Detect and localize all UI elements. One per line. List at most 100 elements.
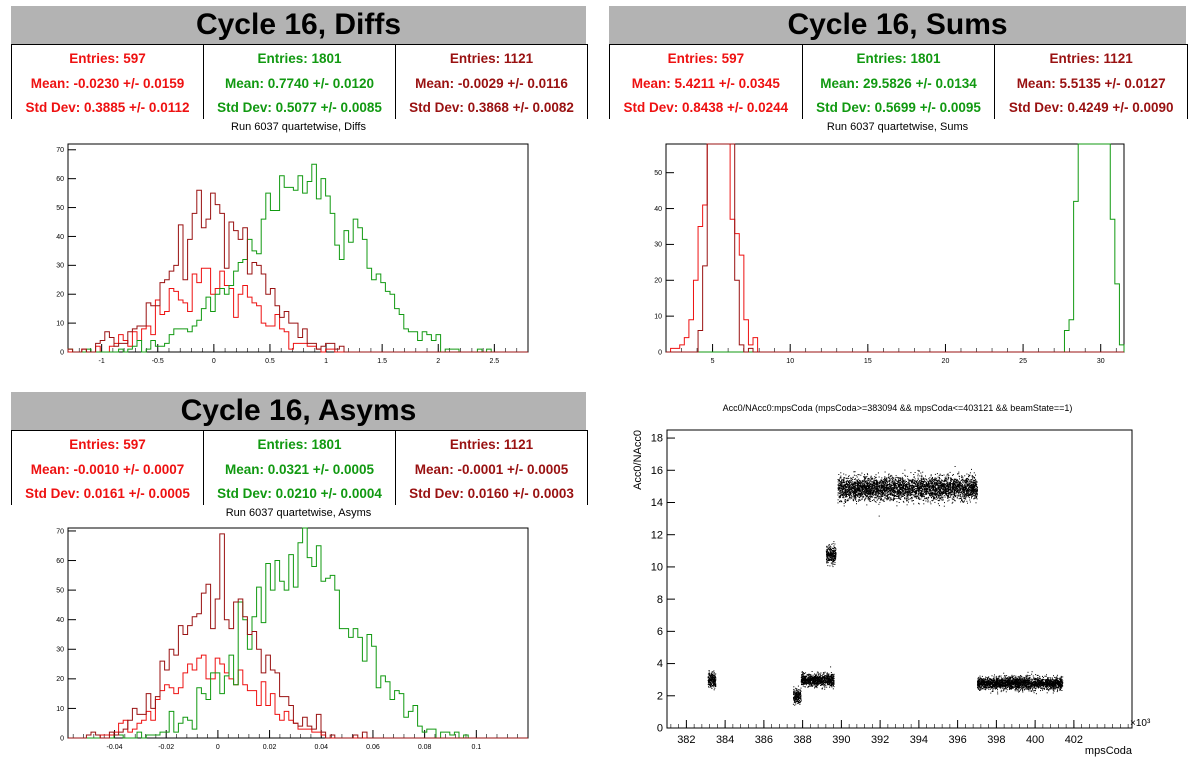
scatter-point [799,698,801,700]
scatter-point [871,500,873,501]
scatter-point [838,496,840,497]
scatter-point [851,482,853,484]
scatter-point [973,485,975,487]
scatter-point [951,502,953,504]
scatter-point [793,693,795,694]
scatter-point [708,670,710,671]
scatter-point [912,480,914,482]
scatter-point [833,545,835,547]
scatter-point [874,480,876,482]
scatter-point [829,558,831,560]
scatter-point [855,490,857,492]
scatter-point [876,488,878,490]
scatter-point [935,484,937,486]
scatter-point [976,487,978,489]
scatter-point [878,492,879,494]
scatter-point [872,492,873,494]
scatter-point [874,497,876,499]
scatter-point [963,501,965,503]
scatter-point [850,478,852,480]
scatter-point [715,676,716,678]
scatter-point [922,490,924,492]
scatter-point [865,489,867,491]
scatter-point [902,494,904,496]
scatter-point [954,478,956,480]
scatter-point [870,489,872,491]
scatter-point [906,483,908,485]
scatter-point [710,686,711,688]
scatter-point [893,487,895,489]
scatter-point [872,487,874,489]
scatter-point [806,684,808,686]
scatter-point [915,493,917,495]
scatter-point [886,492,888,494]
scatter-point [943,505,945,507]
scatter-point [804,686,806,688]
scatter-point [862,487,864,489]
scatter-point [899,480,900,482]
scatter-point [892,491,893,493]
scatter-point [797,697,799,699]
scatter-point [795,697,797,699]
scatter-point [797,699,799,700]
stat-std: Std Dev: 0.5699 +/- 0.0095 [816,100,981,115]
scatter-point [830,666,832,668]
scatter-point [829,549,831,551]
scatter-point [800,687,802,689]
scatter-point [817,678,819,680]
scatter-point [894,484,896,486]
scatter-point [845,496,847,498]
scatter-point [835,552,837,554]
scatter-point [933,482,935,484]
scatter-point [891,493,893,495]
scatter-point [897,480,899,482]
scatter-point [826,556,828,557]
scatter-xtick-label: 382 [677,734,695,746]
scatter-point [972,493,974,494]
scatter-point [848,480,850,482]
scatter-point [828,558,830,560]
scatter-point [795,698,797,700]
scatter-point [874,495,876,497]
scatter-point [851,478,853,480]
scatter-point [810,676,812,678]
scatter-point [840,486,842,488]
scatter-point [892,487,894,489]
scatter-point [895,483,897,484]
scatter-point [935,478,936,480]
scatter-point [835,547,836,549]
scatter-point [825,675,827,677]
scatter-point [797,702,799,704]
scatter-point [840,477,842,479]
scatter-point [905,484,907,486]
scatter-point [965,493,967,495]
scatter-point [816,678,818,680]
scatter-point [811,679,813,681]
scatter-point [817,678,819,680]
scatter-point [827,558,829,560]
scatter-point [934,482,936,484]
scatter-point [794,700,796,702]
scatter-point [827,565,829,567]
scatter-point [930,482,932,484]
scatter-point [831,564,833,566]
stat-std: Std Dev: 0.8438 +/- 0.0244 [623,100,789,115]
scatter-point [709,676,711,678]
scatter-point [861,498,863,500]
scatter-point [904,492,906,493]
scatter-point [831,682,833,684]
scatter-point [839,487,841,489]
scatter-point [962,487,964,489]
scatter-point [952,481,954,483]
scatter-point [897,489,899,491]
scatter-point [821,675,823,677]
scatter-point [945,478,946,480]
scatter-point [814,678,815,680]
scatter-point [945,489,947,490]
scatter-point [807,677,809,679]
scatter-point [832,562,833,564]
scatter-point [833,681,835,683]
scatter-point [926,493,928,495]
scatter-point [839,493,841,495]
